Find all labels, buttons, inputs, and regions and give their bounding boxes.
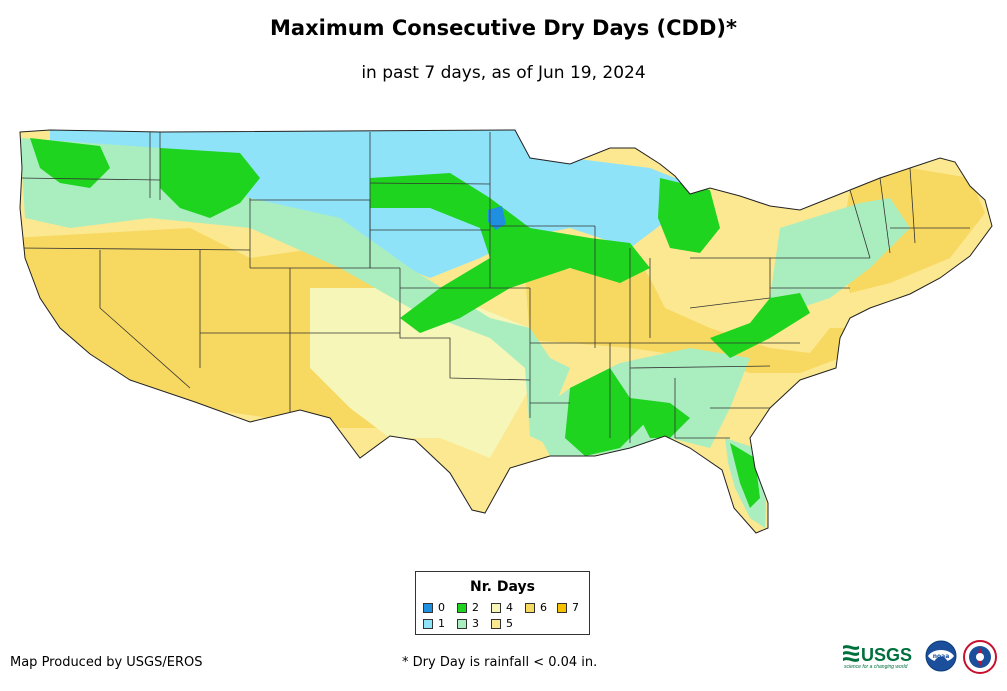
legend-item-1: 1: [423, 618, 445, 630]
border-line: [909, 167, 916, 244]
border-line: [20, 247, 251, 251]
legend-item-3: 3: [457, 618, 479, 630]
legend-label: 4: [506, 601, 513, 614]
us-outline: [19, 129, 993, 534]
mississippi-green-area: [565, 368, 650, 456]
legend-label: 1: [438, 617, 445, 630]
michigan-green-area: [658, 178, 720, 253]
florida-green-area: [730, 443, 760, 508]
border-line: [369, 182, 491, 185]
legend-label: 5: [506, 617, 513, 630]
legend-item-7: 7: [557, 602, 579, 614]
nws-seal-icon: [963, 640, 997, 674]
usgs-wordmark: USGS: [861, 645, 912, 665]
legend-swatch: [491, 603, 501, 613]
great-lakes-green-band: [370, 173, 650, 333]
legend-label: 2: [472, 601, 479, 614]
legend-swatch: [557, 603, 567, 613]
washington-green-area: [30, 138, 110, 188]
legend-item-4: 4: [491, 602, 513, 614]
legend-swatch: [525, 603, 535, 613]
dry-day-footnote: * Dry Day is rainfall < 0.04 in.: [402, 655, 598, 670]
legend-swatch: [423, 603, 433, 613]
conus-dry-days-map: [19, 129, 993, 534]
arkansas-ohio-dry-region: [525, 248, 850, 373]
border-line: [399, 268, 531, 381]
dry-day-fill-layer: [20, 130, 992, 533]
legend-item-5: 5: [491, 618, 513, 630]
noaa-wordmark: noaa: [933, 653, 950, 660]
border-line: [629, 365, 771, 369]
legend-swatch: [423, 619, 433, 629]
usgs-wave-icon: [843, 645, 859, 662]
appalachian-green-area: [710, 293, 810, 358]
legend-swatch: [457, 603, 467, 613]
montana-green-area: [160, 148, 260, 218]
usgs-tagline: science for a changing world: [844, 664, 908, 670]
legend-label: 6: [540, 601, 547, 614]
legend-swatch: [491, 619, 501, 629]
state-borders: [20, 132, 970, 443]
legend-label: 7: [572, 601, 579, 614]
legend-title: Nr. Days: [470, 579, 535, 595]
legend-item-2: 2: [457, 602, 479, 614]
pacific-nw-green-region: [20, 138, 570, 448]
noaa-logo: noaa: [925, 640, 957, 672]
border-line: [99, 250, 191, 389]
legend-item-6: 6: [525, 602, 547, 614]
map-legend: Nr. Days 0 1 2 3 4 5 6 7: [415, 571, 590, 635]
minnesota-zero-day-spot: [488, 206, 506, 230]
legend-label: 0: [438, 601, 445, 614]
map-subtitle: in past 7 days, as of Jun 19, 2024: [361, 63, 646, 83]
legend-label: 3: [472, 617, 479, 630]
usgs-logo: USGS science for a changing world: [843, 645, 912, 670]
map-credit: Map Produced by USGS/EROS: [10, 655, 203, 670]
border-line: [20, 177, 161, 181]
border-line: [849, 189, 871, 259]
east-coast-green-region: [770, 198, 910, 308]
legend-swatch: [457, 619, 467, 629]
border-line: [689, 297, 771, 309]
legend-item-0: 0: [423, 602, 445, 614]
map-title: Maximum Consecutive Dry Days (CDD)*: [270, 16, 737, 40]
border-line: [879, 177, 891, 254]
